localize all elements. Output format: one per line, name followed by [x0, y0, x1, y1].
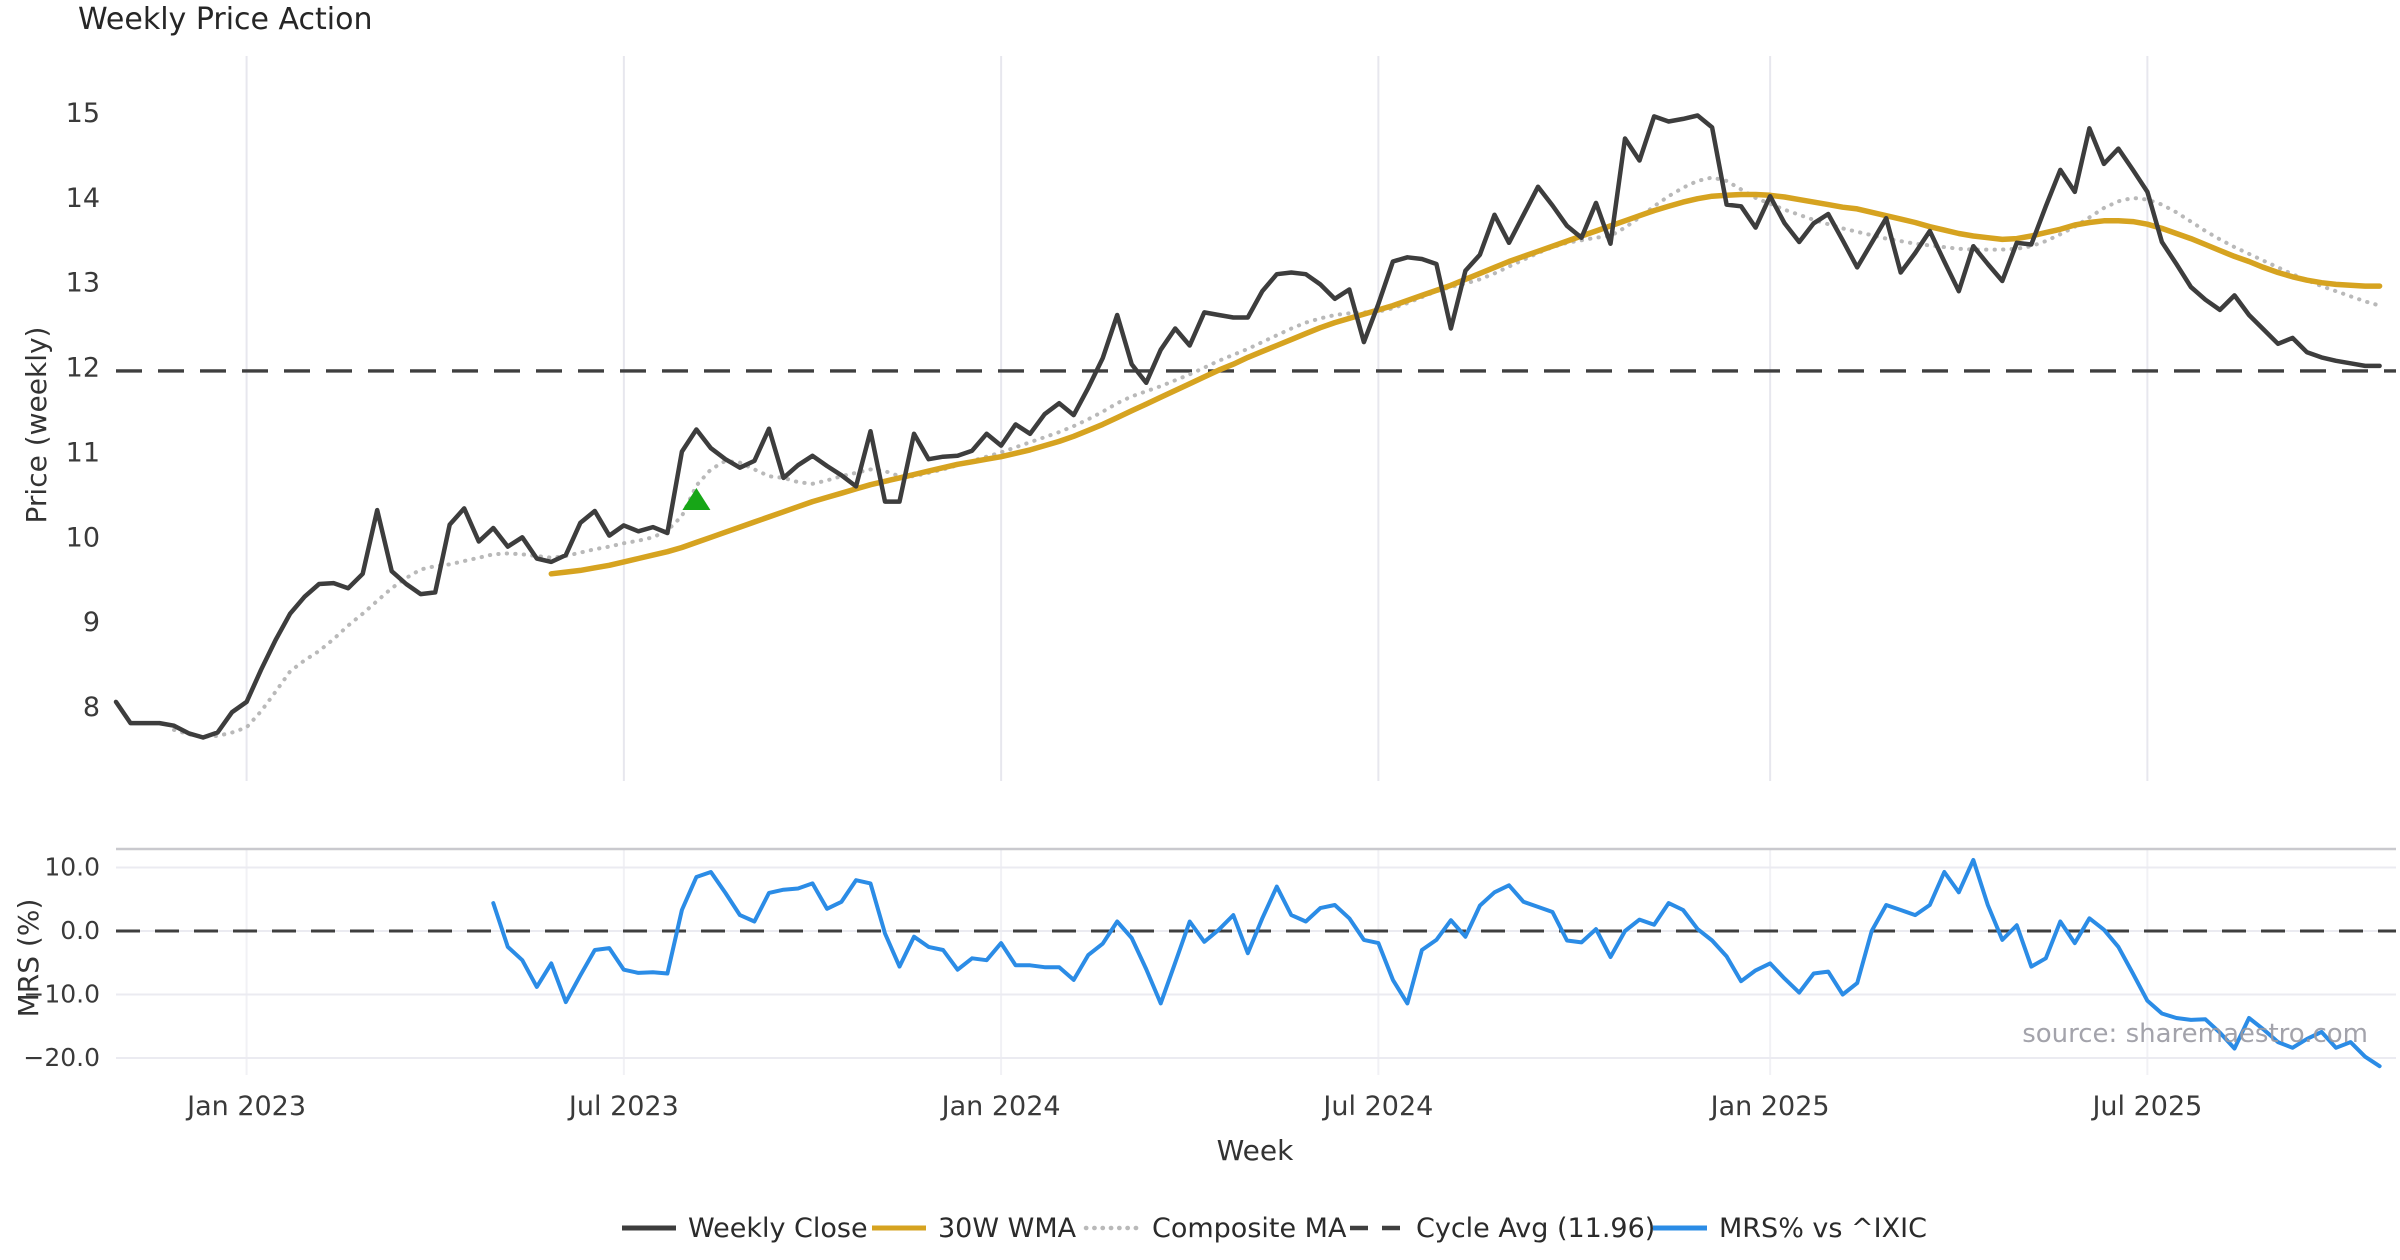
axis-ticks: 8 9 10 11 12 13 14 15 10.0 0.0 −10.0 −20.0 Jan 2023 J…: [23, 98, 2202, 1122]
upper-gridlines: [245, 56, 2149, 781]
xtick-jul-2025: Jul 2025: [2090, 1091, 2202, 1122]
source-watermark: source: sharemaestro.com: [2022, 1019, 2368, 1049]
legend-label-weekly-close: Weekly Close: [688, 1213, 868, 1244]
x-axis-label: Week: [1217, 1134, 1294, 1167]
ytick-price-13: 13: [66, 268, 100, 299]
legend-item-weekly-close: Weekly Close: [622, 1213, 868, 1244]
ytick-mrs-10: 10.0: [44, 853, 100, 882]
y-axis-label-mrs: MRS (%): [12, 899, 45, 1018]
legend-item-mrs: MRS% vs ^IXIC: [1653, 1213, 1927, 1244]
ytick-price-11: 11: [66, 437, 100, 468]
legend-item-cycle-avg: Cycle Avg (11.96): [1350, 1213, 1655, 1244]
series-mrs: [491, 857, 2382, 1069]
series-30w-wma: [548, 191, 2383, 577]
xtick-jan-2025: Jan 2025: [1709, 1091, 1830, 1122]
series-weekly-close: [113, 113, 2382, 740]
xtick-jul-2024: Jul 2024: [1321, 1091, 1433, 1122]
y-axis-label-price: Price (weekly): [20, 327, 53, 524]
buy-signal-triangle-icon: [682, 487, 711, 510]
legend-label-30w-wma: 30W WMA: [938, 1213, 1077, 1244]
xtick-jan-2023: Jan 2023: [185, 1091, 306, 1122]
ytick-price-12: 12: [66, 353, 100, 384]
ytick-price-10: 10: [66, 522, 100, 553]
ytick-price-14: 14: [66, 183, 100, 214]
ytick-mrs--20: −20.0: [23, 1043, 100, 1072]
ytick-mrs-0: 0.0: [60, 916, 100, 945]
ytick-mrs--10: −10.0: [23, 979, 100, 1008]
xtick-jul-2023: Jul 2023: [567, 1091, 679, 1122]
chart-title: Weekly Price Action: [78, 2, 373, 37]
legend: Weekly Close 30W WMA Composite MA Cycle …: [622, 1213, 1927, 1244]
legend-label-cycle-avg: Cycle Avg (11.96): [1416, 1213, 1655, 1244]
legend-item-composite-ma: Composite MA: [1083, 1213, 1347, 1244]
ytick-price-8: 8: [83, 692, 100, 723]
legend-label-mrs: MRS% vs ^IXIC: [1719, 1213, 1927, 1244]
ytick-price-9: 9: [83, 607, 100, 638]
ytick-price-15: 15: [66, 98, 100, 129]
xtick-jan-2024: Jan 2024: [940, 1091, 1061, 1122]
legend-label-composite-ma: Composite MA: [1152, 1213, 1347, 1244]
legend-item-30w-wma: 30W WMA: [872, 1213, 1077, 1244]
series-composite-ma: [172, 175, 2382, 739]
series-lines: [113, 113, 2396, 1069]
